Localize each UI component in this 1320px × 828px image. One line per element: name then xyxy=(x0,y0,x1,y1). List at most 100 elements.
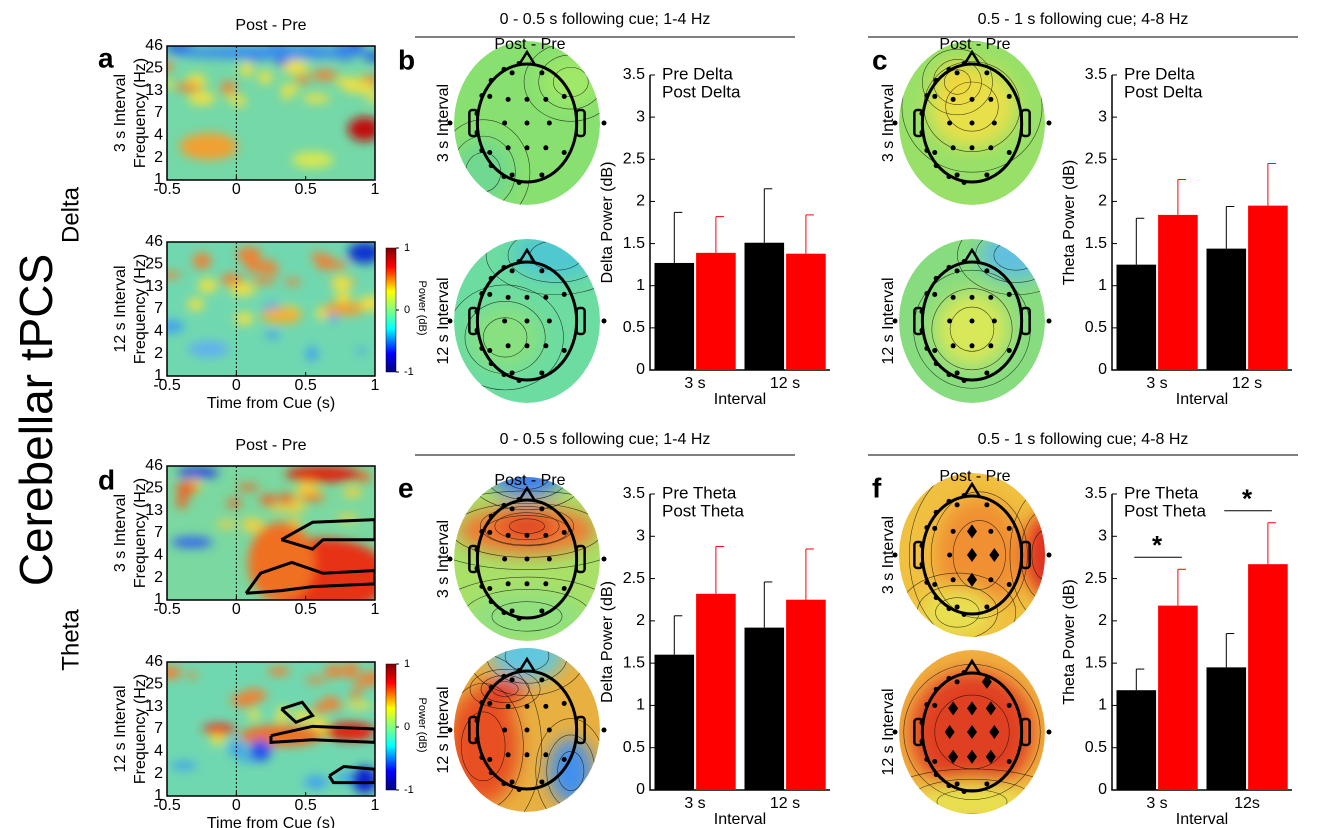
electrode xyxy=(488,513,494,519)
electrode xyxy=(487,150,493,156)
electrode xyxy=(988,577,994,583)
bar xyxy=(1248,205,1288,370)
electrode xyxy=(561,348,567,354)
electrode xyxy=(946,174,952,180)
electrode xyxy=(543,145,549,151)
electrode xyxy=(479,700,485,706)
electrode xyxy=(932,291,938,297)
heat-spot xyxy=(216,520,238,529)
y-tick-label: 4 xyxy=(154,127,163,144)
topomap-label: 12 s Interval xyxy=(880,688,897,775)
panel-label: d xyxy=(98,464,115,495)
electrode xyxy=(561,150,567,156)
y-tick-label: 0.5 xyxy=(1085,319,1107,336)
y-tick-label: 0 xyxy=(636,361,645,378)
topo-contour xyxy=(903,664,1041,800)
x-tick-label: 12 s xyxy=(770,375,800,392)
electrode xyxy=(961,611,967,617)
electrode xyxy=(919,561,925,567)
x-tick-label: -0.5 xyxy=(153,601,181,618)
heat-blob xyxy=(250,739,271,762)
heat-spot xyxy=(278,493,295,505)
ear xyxy=(575,544,586,574)
y-tick-label: 25 xyxy=(145,256,163,273)
heat-blob xyxy=(202,723,236,735)
electrode xyxy=(1046,120,1052,126)
legend-entry: Post Theta xyxy=(1124,501,1206,520)
electrode xyxy=(524,727,530,733)
electrode xyxy=(502,120,508,126)
electrode xyxy=(516,377,522,383)
electrode xyxy=(487,93,493,99)
electrode xyxy=(954,370,960,376)
electrode xyxy=(474,736,480,742)
electrode xyxy=(991,120,997,126)
electrode xyxy=(509,370,515,376)
colorbar xyxy=(385,247,397,373)
heat-spot xyxy=(242,518,264,533)
electrode xyxy=(539,779,545,785)
nose xyxy=(962,481,982,498)
heat-blob xyxy=(291,151,334,168)
sig-diamond xyxy=(967,548,977,562)
electrode xyxy=(539,506,545,512)
y-tick-label: 25 xyxy=(145,480,163,497)
panel-label: e xyxy=(398,472,414,503)
heat-spot xyxy=(187,671,198,679)
electrode xyxy=(933,163,939,169)
bar xyxy=(786,253,826,370)
electrode xyxy=(991,318,997,324)
electrode xyxy=(488,684,494,690)
x-tick-label: -0.5 xyxy=(153,797,181,814)
heat-spot xyxy=(345,702,374,709)
electrode xyxy=(543,581,549,587)
heat-contour xyxy=(327,764,375,785)
electrode xyxy=(487,586,493,592)
electrode xyxy=(984,604,990,610)
topo-blob xyxy=(548,738,593,804)
electrode xyxy=(509,70,515,76)
y-tick-label: 2.5 xyxy=(623,570,645,587)
electrode xyxy=(954,172,960,178)
heat-spot xyxy=(293,710,313,723)
electrode xyxy=(509,608,515,614)
legend-entry: Pre Theta xyxy=(1124,483,1199,502)
colorbar-tick-label: 0 xyxy=(404,304,410,316)
electrode xyxy=(946,498,952,504)
ear xyxy=(575,108,586,138)
electrode xyxy=(946,66,952,72)
heat-spot xyxy=(343,487,362,498)
x-axis-label: Time from Cue (s) xyxy=(207,395,335,412)
electrode xyxy=(561,757,567,763)
heat-bg xyxy=(167,46,375,180)
y-tick-label: 46 xyxy=(145,37,163,54)
electrode xyxy=(919,738,925,744)
electrode xyxy=(924,525,930,531)
electrode xyxy=(543,294,549,300)
electrode xyxy=(961,259,967,265)
y-tick-label: 1 xyxy=(1098,697,1107,714)
topo-contour xyxy=(461,711,506,782)
heatmap xyxy=(167,662,375,796)
electrode xyxy=(892,120,898,126)
electrode xyxy=(1006,759,1012,765)
electrode xyxy=(892,729,898,735)
ear xyxy=(1020,540,1031,570)
ear xyxy=(1020,108,1031,138)
electrode xyxy=(988,96,994,102)
electrode xyxy=(969,145,975,151)
electrode xyxy=(539,677,545,683)
heat-spot xyxy=(341,663,360,678)
electrode xyxy=(601,727,607,733)
ear xyxy=(468,108,479,138)
heat-spot xyxy=(286,501,306,513)
y-tick-label: 2 xyxy=(154,765,163,782)
electrode xyxy=(988,294,994,300)
heat-spot xyxy=(251,277,277,285)
topo-contour xyxy=(922,48,993,116)
row-label: Theta xyxy=(57,609,84,671)
electrode xyxy=(1046,318,1052,324)
topo-contour xyxy=(901,41,1043,173)
electrode xyxy=(505,96,511,102)
chart-title: Post - Pre xyxy=(235,437,306,454)
